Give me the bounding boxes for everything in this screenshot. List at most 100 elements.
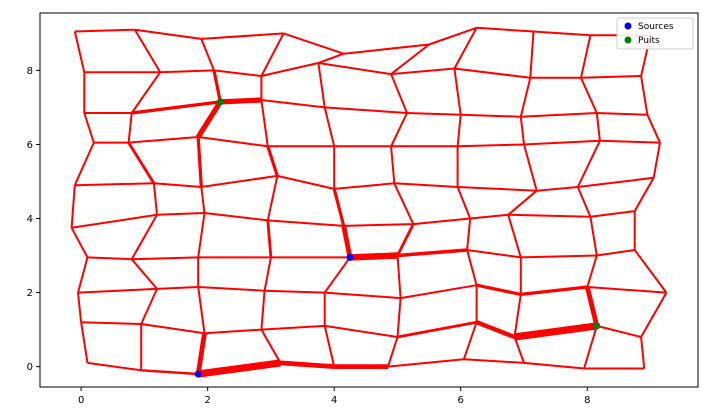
network-edge [263,257,272,291]
network-edge [128,136,199,144]
network-edge [514,322,598,341]
network-edge [324,324,398,338]
network-edge [261,324,325,331]
y-tick-label: 2 [27,288,33,299]
network-edge [195,332,207,375]
network-edge [523,361,585,370]
network-edge [283,32,345,55]
network-edge [212,70,222,103]
network-edge [70,227,89,258]
network-edge [396,298,402,338]
network-edge [130,258,158,290]
network-edge [77,257,89,293]
network-edge [280,360,335,369]
network-edge [324,106,408,114]
network-edge [520,254,597,259]
network-edge [387,358,464,368]
network-edge [507,189,538,216]
network-edge [343,43,430,55]
network-edge [413,217,471,226]
network-edge [323,107,336,147]
network-edge [318,52,345,64]
legend-marker [624,36,632,44]
network-edge [397,248,468,258]
network-edge [220,97,262,105]
network-edge [466,249,521,259]
network-edge [475,320,516,340]
network-edge [156,212,205,216]
sink-node [216,98,224,106]
network-edge [70,185,76,228]
network-edge [130,214,158,260]
legend-marker [624,22,632,30]
network-edge [260,290,266,330]
network-edge [513,294,522,338]
network-edge [576,140,601,188]
network-edge [586,255,598,288]
network-edge [599,139,661,144]
legend-box [616,17,694,50]
network-edge [652,142,661,178]
network-edge [456,186,472,219]
network-edge [260,329,282,364]
network-edge [318,62,392,76]
network-edge [390,112,408,147]
network-edge [536,186,578,192]
network-edge [197,286,206,334]
x-tick-label: 6 [458,395,464,406]
network-edge [160,69,215,74]
network-edge [580,75,642,79]
network-edge [204,212,268,222]
y-tick-label: 8 [27,66,33,77]
network-edge [204,328,262,335]
network-edge [595,112,601,141]
network-edge [587,286,667,294]
network-edge [201,32,284,40]
network-edge [513,336,525,364]
legend-label: Puits [638,36,660,46]
network-edge [267,219,344,227]
network-edge [466,218,472,251]
network-edge [577,176,654,188]
network-edge [596,112,648,116]
edges-layer [70,26,668,378]
y-tick-label: 0 [27,362,33,373]
network-edge [390,43,430,75]
network-edge [277,174,335,190]
network-edge [317,62,326,108]
network-edge [646,114,661,144]
network-edge [584,286,600,327]
network-edge [332,188,346,227]
network-edge [266,220,273,258]
network-edge [640,336,646,369]
sink-node [593,322,601,330]
network-edge [596,249,635,257]
network-edge [343,223,414,227]
x-tick-label: 4 [331,395,337,406]
network-edge [324,291,401,300]
network-edge [77,287,158,294]
network-edge [397,320,477,339]
network-edge [134,29,162,73]
network-edge [264,289,325,294]
network-edge [74,28,135,33]
network-edge [156,286,199,290]
network-edge [152,183,158,215]
network-edge [406,112,461,116]
network-edge [260,32,285,77]
network-edge [127,141,156,185]
network-edge [266,175,279,221]
x-tick-label: 8 [584,395,590,406]
network-edge [74,182,154,187]
network-edge [266,145,279,177]
network-edge [453,68,462,115]
network-edge [197,359,281,378]
network-edge [523,139,600,146]
network-edge [394,182,458,188]
network-edge [507,214,522,258]
network-edge [396,255,402,299]
network-edge [87,256,132,261]
network-edge [583,325,598,369]
